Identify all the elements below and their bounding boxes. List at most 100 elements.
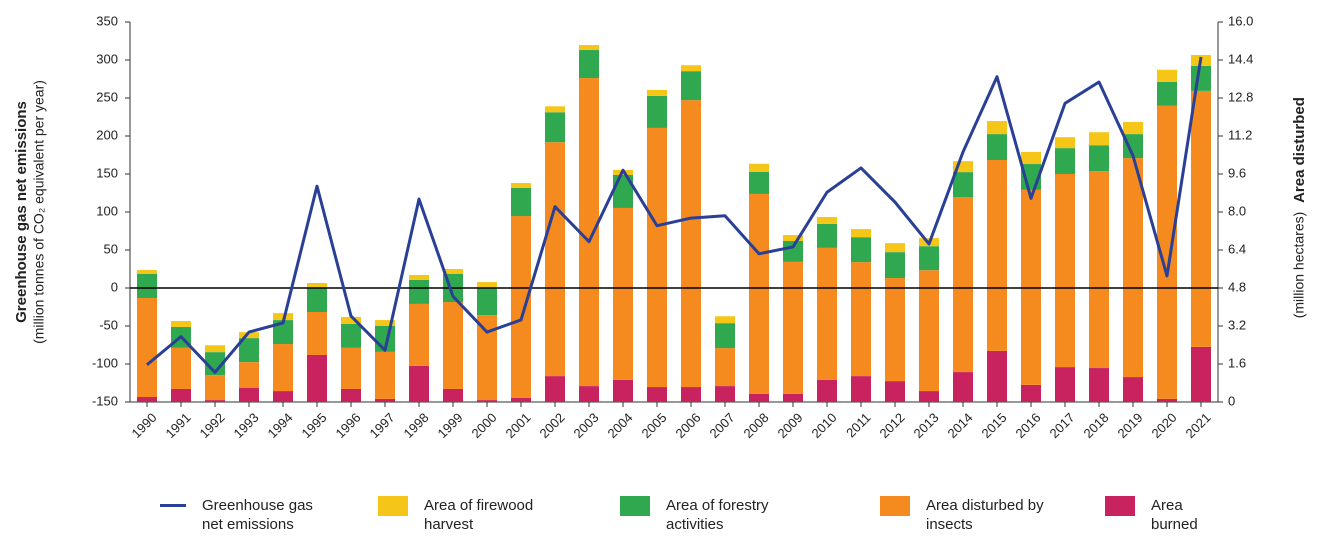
- y2-tick-label: 14.4: [1228, 51, 1253, 66]
- x-tick-label: 1999: [434, 410, 465, 441]
- x-tick-label: 1998: [400, 410, 431, 441]
- x-tick-label: 1997: [366, 410, 397, 441]
- legend-swatch: [378, 496, 408, 516]
- bar-segment: [885, 381, 905, 402]
- bar-segment: [341, 316, 361, 324]
- bar-segment: [715, 348, 735, 387]
- bar-segment: [715, 316, 735, 324]
- x-tick-label: 2012: [876, 410, 907, 441]
- bar-segment: [409, 274, 429, 280]
- legend-swatch: [1105, 496, 1135, 516]
- bar-segment: [681, 387, 701, 402]
- bar-segment: [885, 243, 905, 253]
- x-tick-label: 2017: [1046, 410, 1077, 441]
- bar-segment: [307, 288, 327, 312]
- bar-segment: [919, 246, 939, 271]
- bar-segment: [851, 237, 871, 263]
- bar-segment: [443, 269, 463, 274]
- y2-tick-label: 11.2: [1228, 127, 1252, 142]
- y2-tick-label: 9.6: [1228, 165, 1246, 180]
- bar-segment: [375, 398, 395, 402]
- bar-segment: [1055, 174, 1075, 368]
- legend-swatch: [160, 504, 186, 507]
- bar-segment: [511, 397, 531, 402]
- bar-segment: [783, 261, 803, 394]
- bar-segment: [953, 161, 973, 173]
- bar-segment: [1123, 158, 1143, 378]
- bar-segment: [851, 376, 871, 402]
- x-tick-label: 2010: [808, 410, 839, 441]
- bar-segment: [307, 283, 327, 288]
- x-tick-label: 2000: [468, 410, 499, 441]
- bar-segment: [1089, 368, 1109, 402]
- bar-segment: [647, 95, 667, 128]
- x-tick-label: 1993: [230, 410, 261, 441]
- bar-segment: [341, 323, 361, 348]
- bar-segment: [273, 391, 293, 402]
- bar-segment: [647, 127, 667, 388]
- y-axis-subtitle: (million tonnes of CO₂ equivalent per ye…: [31, 80, 47, 344]
- x-tick-label: 2018: [1080, 410, 1111, 441]
- bar-segment: [205, 400, 225, 402]
- bar-segment: [579, 45, 599, 51]
- bar-segment: [919, 391, 939, 402]
- bar-segment: [205, 352, 225, 376]
- x-tick-label: 2003: [570, 410, 601, 441]
- bar-segment: [375, 320, 395, 326]
- bar-segment: [511, 188, 531, 217]
- x-tick-label: 2013: [910, 410, 941, 441]
- x-tick-label: 2011: [843, 410, 873, 440]
- bar-segment: [239, 332, 259, 339]
- x-tick-label: 2009: [774, 410, 805, 441]
- bar-segment: [953, 172, 973, 198]
- y2-tick-label: 0: [1228, 393, 1235, 408]
- bar-segment: [749, 393, 769, 402]
- y2-tick-label: 16.0: [1228, 13, 1253, 28]
- y2-tick-label: 12.8: [1228, 89, 1253, 104]
- legend-label: Area disturbed by insects: [926, 497, 1044, 533]
- bar-segment: [579, 386, 599, 402]
- y2-tick-label: 8.0: [1228, 203, 1246, 218]
- bar-segment: [341, 347, 361, 389]
- x-tick-label: 2002: [536, 410, 567, 441]
- x-tick-label: 1995: [298, 410, 329, 441]
- bar-segment: [783, 240, 803, 262]
- bar-segment: [987, 350, 1007, 402]
- legend-swatch: [880, 496, 910, 516]
- bar-segment: [817, 379, 837, 402]
- y2-tick-label: 1.6: [1228, 355, 1246, 370]
- legend-item: Area disturbed by insects: [880, 496, 1070, 534]
- y2-tick-label: 4.8: [1228, 279, 1246, 294]
- bar-segment: [137, 397, 157, 402]
- bar-segment: [1157, 105, 1177, 399]
- bar-segment: [681, 71, 701, 101]
- x-tick-label: 1992: [196, 410, 227, 441]
- bar-segment: [1157, 69, 1177, 82]
- bar-segment: [817, 216, 837, 224]
- y-tick-label: 300: [96, 51, 118, 66]
- bar-segment: [783, 235, 803, 241]
- legend-label: Area of firewood harvest: [424, 497, 534, 533]
- bar-segment: [987, 134, 1007, 160]
- x-tick-label: 2006: [672, 410, 703, 441]
- bar-segment: [817, 223, 837, 248]
- bar-segment: [137, 297, 157, 398]
- y-tick-label: -50: [99, 317, 118, 332]
- x-tick-label: 1990: [128, 410, 159, 441]
- bar-segment: [1157, 398, 1177, 402]
- bar-segment: [239, 387, 259, 402]
- bar-segment: [953, 197, 973, 373]
- y-tick-label: 150: [96, 165, 118, 180]
- bar-segment: [817, 247, 837, 380]
- bar-segment: [885, 252, 905, 279]
- x-tick-label: 2001: [502, 410, 533, 441]
- y2-axis-title: Area disturbed: [1291, 97, 1308, 203]
- y-tick-label: -150: [92, 393, 118, 408]
- bar-segment: [1191, 90, 1211, 347]
- bar-segment: [137, 269, 157, 274]
- bar-segment: [749, 193, 769, 394]
- bar-segment: [783, 393, 803, 402]
- bar-segment: [1089, 171, 1109, 369]
- bar-segment: [613, 207, 633, 380]
